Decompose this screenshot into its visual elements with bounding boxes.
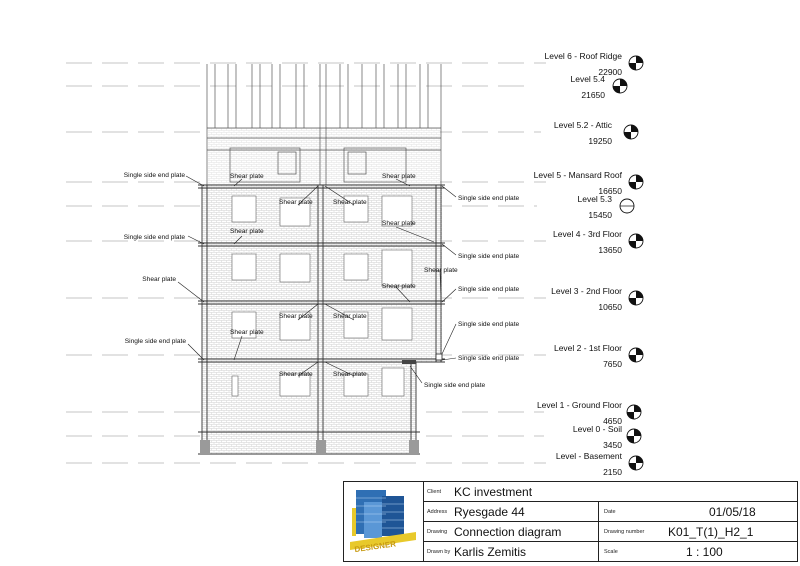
callout-shear-plate: Shear plate: [230, 173, 264, 180]
level-elevation: 22900: [598, 67, 622, 77]
callout-single-side-end-plate: Single side end plate: [458, 195, 520, 202]
callout-shear-plate: Shear plate: [142, 276, 176, 283]
roof-structure: [206, 64, 442, 185]
callout-single-side-end-plate: Single side end plate: [458, 253, 520, 260]
callout-single-side-end-plate: Single side end plate: [424, 382, 486, 389]
level-name: Level 2 - 1st Floor: [554, 343, 622, 353]
callout-shear-plate: Shear plate: [230, 228, 264, 235]
level-marker: Level 6 - Roof Ridge 22900: [545, 51, 644, 77]
level-name: Level 3 - 2nd Floor: [551, 286, 622, 296]
level-marker: Level 1 - Ground Floor 4650: [537, 400, 642, 426]
callout-shear-plate: Shear plate: [230, 329, 264, 336]
level-marker: Level 4 - 3rd Floor 13650: [553, 229, 644, 255]
drawing-row: Drawing Connection diagram Drawing numbe…: [424, 522, 797, 542]
level-elevation: 2150: [603, 467, 622, 477]
callout-shear-plate: Shear plate: [424, 267, 458, 274]
client-row: Client KC investment: [424, 482, 797, 502]
level-elevation: 13650: [598, 245, 622, 255]
connection-callouts: Single side end plate Single side end pl…: [124, 172, 520, 389]
level-elevation: 21650: [581, 90, 605, 100]
callout-single-side-end-plate: Single side end plate: [124, 172, 186, 179]
level-name: Level 1 - Ground Floor: [537, 400, 622, 410]
level-marker: Level 0 - Soil 3450: [573, 424, 642, 450]
callout-shear-plate: Shear plate: [333, 199, 367, 206]
client-label: Client: [427, 489, 442, 495]
drawing-value: Connection diagram: [454, 525, 562, 539]
level-marker: Level 5 - Mansard Roof 16650: [534, 170, 644, 196]
callout-single-side-end-plate: Single side end plate: [458, 321, 520, 328]
level-elevation: 19250: [588, 136, 612, 146]
address-label: Address: [427, 509, 448, 515]
drawn-by-label: Drawn by: [427, 549, 451, 555]
date-value: 01/05/18: [709, 505, 756, 519]
callout-shear-plate: Shear plate: [382, 173, 416, 180]
callout-shear-plate: Shear plate: [279, 371, 313, 378]
address-row: Address Ryesgade 44 Date 01/05/18: [424, 502, 797, 522]
callout-shear-plate: Shear plate: [333, 313, 367, 320]
scale-label: Scale: [604, 549, 618, 555]
level-marker: Level 5.3 15450: [578, 194, 635, 220]
drawing-number-label: Drawing number: [604, 529, 645, 535]
callout-single-side-end-plate: Single side end plate: [125, 338, 187, 345]
drawing-label: Drawing: [427, 529, 448, 535]
scale-value: 1 : 100: [686, 545, 723, 559]
callout-shear-plate: Shear plate: [333, 371, 367, 378]
address-value: Ryesgade 44: [454, 505, 525, 519]
level-name: Level 5.3: [578, 194, 613, 204]
callout-shear-plate: Shear plate: [279, 199, 313, 206]
level-name: Level - Basement: [556, 451, 623, 461]
section-drawing: Single side end plate Single side end pl…: [66, 51, 644, 477]
drawing-number-value: K01_T(1)_H2_1: [668, 525, 754, 539]
callout-shear-plate: Shear plate: [382, 283, 416, 290]
level-marker: Level 5.4 21650: [571, 74, 628, 100]
level-elevation: 3450: [603, 440, 622, 450]
level-elevation: 16650: [598, 186, 622, 196]
level-name: Level 5 - Mansard Roof: [534, 170, 623, 180]
date-label: Date: [604, 509, 616, 515]
level-name: Level 5.2 - Attic: [554, 120, 613, 130]
callout-shear-plate: Shear plate: [279, 313, 313, 320]
callout-single-side-end-plate: Single side end plate: [458, 286, 520, 293]
title-block: DESIGNER Client KC investment Address Ry…: [343, 481, 798, 562]
callout-shear-plate: Shear plate: [382, 220, 416, 227]
building-body: [198, 184, 445, 455]
level-marker: Level - Basement 2150: [556, 451, 644, 477]
company-logo: DESIGNER: [344, 482, 424, 561]
level-name: Level 6 - Roof Ridge: [545, 51, 623, 61]
level-name: Level 4 - 3rd Floor: [553, 229, 622, 239]
level-marker: Level 5.2 - Attic 19250: [554, 120, 639, 146]
callout-single-side-end-plate: Single side end plate: [458, 355, 520, 362]
callout-single-side-end-plate: Single side end plate: [124, 234, 186, 241]
drawn-by-value: Karlis Zemitis: [454, 545, 527, 559]
level-marker: Level 2 - 1st Floor 7650: [554, 343, 644, 369]
level-elevation: 15450: [588, 210, 612, 220]
level-marker: Level 3 - 2nd Floor 10650: [551, 286, 644, 312]
drawn-by-row: Drawn by Karlis Zemitis Scale 1 : 100: [424, 542, 797, 561]
level-name: Level 5.4: [571, 74, 606, 84]
level-name: Level 0 - Soil: [573, 424, 622, 434]
client-value: KC investment: [454, 485, 533, 499]
level-elevation: 4650: [603, 416, 622, 426]
level-elevation: 7650: [603, 359, 622, 369]
level-elevation: 10650: [598, 302, 622, 312]
